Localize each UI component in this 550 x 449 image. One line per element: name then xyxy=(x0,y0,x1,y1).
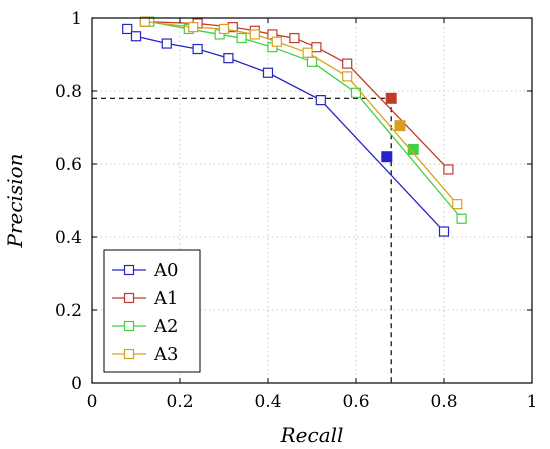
data-point xyxy=(452,199,463,210)
legend: A0 A1 A2 A3 xyxy=(103,249,201,373)
data-point xyxy=(438,226,450,237)
legend-item-a1: A1 xyxy=(112,288,178,309)
legend-marker xyxy=(123,264,135,276)
data-point xyxy=(302,47,313,58)
x-tick-label: 0 xyxy=(87,392,98,412)
data-point xyxy=(249,29,260,40)
data-point xyxy=(161,38,172,49)
data-point xyxy=(122,23,133,35)
legend-item-a3: A3 xyxy=(112,344,178,365)
data-point xyxy=(311,42,322,53)
series-a0 xyxy=(122,23,450,237)
legend-label: A3 xyxy=(153,344,178,365)
legend-marker xyxy=(123,320,135,332)
data-point xyxy=(315,95,326,106)
data-point xyxy=(262,67,274,78)
highlight-point xyxy=(407,143,419,155)
y-tick-label: 0.8 xyxy=(55,82,82,102)
data-point xyxy=(443,164,454,175)
x-tick-label: 0.2 xyxy=(166,392,193,412)
data-point xyxy=(271,36,282,47)
legend-marker xyxy=(123,292,135,304)
data-point xyxy=(192,43,203,55)
series-line xyxy=(144,21,458,205)
data-point xyxy=(130,31,142,42)
data-point xyxy=(342,71,353,82)
y-axis-title: Precision xyxy=(3,153,27,248)
data-point xyxy=(188,22,199,33)
y-tick-label: 0.6 xyxy=(55,155,82,175)
series-a1 xyxy=(139,16,454,175)
y-tick-label: 0.4 xyxy=(55,228,82,248)
y-tick-label: 0.2 xyxy=(55,301,82,321)
data-point xyxy=(139,16,150,27)
highlight-point xyxy=(385,92,397,104)
data-point xyxy=(223,53,234,64)
y-tick-label: 0 xyxy=(71,374,82,394)
data-point xyxy=(289,32,300,44)
data-point xyxy=(342,58,353,69)
legend-label: A2 xyxy=(153,316,178,337)
legend-label: A0 xyxy=(153,260,178,281)
legend-label: A1 xyxy=(153,288,178,309)
data-point xyxy=(236,32,247,44)
series-line xyxy=(126,28,445,232)
series-a3 xyxy=(139,16,463,210)
plot-frame xyxy=(91,17,533,384)
data-point xyxy=(306,56,318,67)
legend-marker xyxy=(123,348,135,360)
legend-item-a2: A2 xyxy=(112,316,178,337)
highlight-point xyxy=(381,151,393,163)
highlight-point xyxy=(394,120,406,132)
x-tick-label: 1 xyxy=(527,392,538,412)
x-axis-title: Recall xyxy=(280,423,344,447)
x-tick-label: 0.4 xyxy=(254,392,281,412)
data-point xyxy=(218,23,230,35)
x-tick-label: 0.8 xyxy=(430,392,457,412)
legend-item-a0: A0 xyxy=(112,260,178,281)
data-point xyxy=(456,213,467,224)
x-tick-label: 0.6 xyxy=(342,392,369,412)
y-tick-label: 1 xyxy=(71,9,82,29)
series-line xyxy=(144,21,449,170)
